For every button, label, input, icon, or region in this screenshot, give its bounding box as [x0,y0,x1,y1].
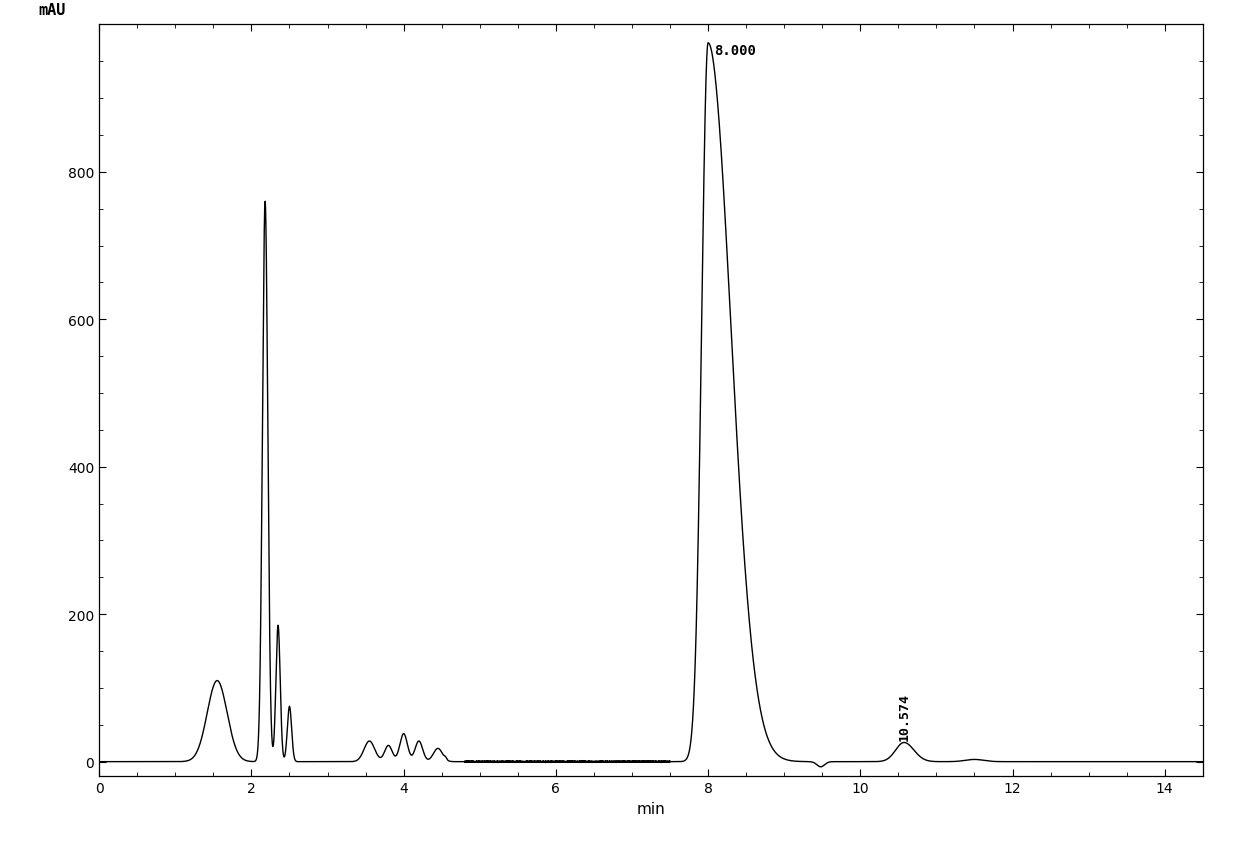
Text: mAU: mAU [38,3,66,18]
Text: 10.574: 10.574 [898,692,910,739]
X-axis label: min: min [636,801,666,816]
Text: 8.000: 8.000 [714,44,756,57]
